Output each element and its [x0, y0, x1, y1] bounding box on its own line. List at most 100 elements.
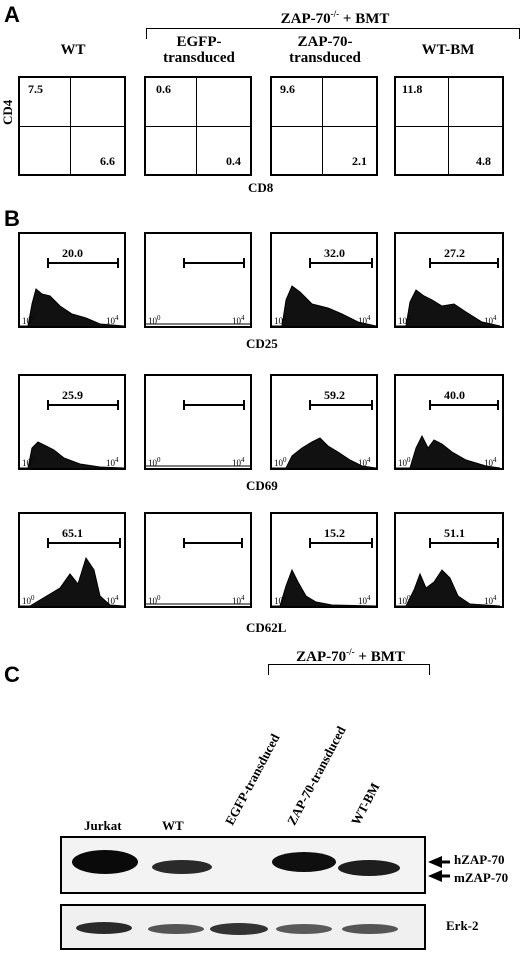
quadrant-ul-egfp: 0.6	[156, 82, 171, 96]
group-header-c: ZAP-70-/- + BMT	[268, 644, 433, 665]
histogram-trace	[20, 441, 124, 468]
tick-label-high: 104	[484, 314, 497, 326]
gate-percent: 65.1	[62, 526, 83, 540]
lane-label-egfp: EGFP-transduced	[221, 731, 283, 828]
dotplot-zap70: 9.6 2.1	[270, 76, 378, 176]
gate-marker	[429, 400, 499, 410]
tick-label-low: 100	[274, 594, 287, 606]
histogram-trace	[272, 285, 376, 326]
histogram-curve	[272, 568, 376, 606]
dotplot-egfp: 0.6 0.4	[144, 76, 252, 176]
quadrant-lr-wt: 6.6	[100, 154, 115, 168]
marker-label-cd62l: CD62L	[246, 620, 287, 635]
quadrant-ul-zap70: 9.6	[280, 82, 295, 96]
tick-label-high: 104	[484, 456, 497, 468]
tick-label-high: 104	[232, 456, 245, 468]
band-jurkat-hzap70	[72, 850, 138, 874]
gate-marker	[183, 400, 245, 410]
histogram-cd69-4: 40.0 100 104	[394, 374, 504, 470]
col-header-egfp: EGFP- transduced	[144, 34, 254, 66]
histogram-cd62l-2: 100 104	[144, 512, 252, 608]
gate-percent: 25.9	[62, 388, 83, 402]
gate-marker	[47, 538, 121, 548]
tick-label-low: 100	[274, 314, 287, 326]
gate-percent: 51.1	[444, 526, 465, 540]
histogram-curve	[20, 288, 124, 326]
lane-label-wtbm: WT-BM	[347, 780, 383, 828]
group-header-a: ZAP-70-/- + BMT	[235, 6, 435, 27]
panel-b-letter: B	[4, 206, 20, 231]
band-wt-mzap70	[152, 860, 212, 874]
gate-marker	[183, 538, 243, 548]
group-header-a-suffix: + BMT	[339, 11, 390, 27]
histogram-cd69-2: 100 104	[144, 374, 252, 470]
group-header-c-name: ZAP-70	[296, 649, 347, 665]
group-header-a-sup: -/-	[330, 9, 340, 19]
dotplot-wt: 7.5 6.6	[18, 76, 126, 176]
band-egfp-erk2	[210, 923, 268, 935]
lane-label-zap70: ZAP-70-transduced	[283, 723, 349, 828]
gate-marker	[309, 538, 373, 548]
marker-label-cd69: CD69	[246, 478, 278, 493]
tick-label-high: 104	[232, 594, 245, 606]
gate-percent: 15.2	[324, 526, 345, 540]
histogram-trace	[396, 569, 501, 606]
panel-c-letter: C	[4, 662, 20, 687]
histogram-trace	[146, 323, 250, 325]
western-blot-erk2	[60, 904, 426, 950]
gate-marker	[183, 258, 245, 268]
tick-label-low: 100	[148, 314, 161, 326]
col-header-zap70-line2: transduced	[289, 50, 361, 66]
gate-percent: 32.0	[324, 246, 345, 260]
tick-label-low: 100	[148, 456, 161, 468]
quadrant-lr-wtbm: 4.8	[476, 154, 491, 168]
histogram-trace	[272, 437, 376, 468]
col-header-zap70-line1: ZAP-70-	[297, 34, 353, 50]
quadrant-ul-wtbm: 11.8	[402, 82, 423, 96]
histogram-curve	[20, 556, 124, 606]
tick-label-low: 100	[22, 594, 35, 606]
histogram-trace	[396, 434, 501, 468]
histogram-cd25-4: 27.2 100 104	[394, 232, 504, 328]
western-blot-zap70	[60, 836, 426, 894]
histogram-cd69-3: 59.2 100 104	[270, 374, 378, 470]
tick-label-low: 100	[398, 314, 411, 326]
band-label-erk2: Erk-2	[446, 918, 479, 933]
histogram-curve	[396, 434, 501, 468]
tick-label-low: 100	[22, 314, 35, 326]
tick-label-high: 104	[484, 594, 497, 606]
col-header-zap70: ZAP-70- transduced	[270, 34, 380, 66]
gate-percent: 59.2	[324, 388, 345, 402]
tick-label-high: 104	[358, 594, 371, 606]
gate-marker	[47, 400, 119, 410]
gate-percent: 40.0	[444, 388, 465, 402]
group-header-a-name: ZAP-70	[280, 11, 331, 27]
gate-marker	[47, 258, 119, 268]
histogram-trace	[146, 465, 250, 467]
lane-label-wt: WT	[162, 818, 184, 833]
tick-label-high: 104	[106, 594, 119, 606]
histogram-trace	[20, 556, 124, 606]
gate-percent: 27.2	[444, 246, 465, 260]
panel-a-letter: A	[4, 2, 20, 27]
gate-marker	[309, 258, 373, 268]
histogram-trace	[146, 603, 250, 605]
histogram-cd25-2: 100 104	[144, 232, 252, 328]
group-header-c-suffix: + BMT	[354, 649, 405, 665]
band-jurkat-erk2	[76, 922, 132, 934]
histogram-cd25-3: 32.0 100 104	[270, 232, 378, 328]
col-header-wtbm: WT-BM	[421, 42, 475, 58]
band-wtbm-erk2	[342, 924, 398, 934]
gate-percent: 20.0	[62, 246, 83, 260]
col-header-egfp-line1: EGFP-	[176, 34, 222, 50]
gate-marker	[429, 258, 499, 268]
histogram-curve	[396, 569, 501, 606]
histogram-cd62l-3: 15.2 100 104	[270, 512, 378, 608]
x-axis-label-cd8: CD8	[248, 180, 274, 195]
histogram-trace	[396, 289, 501, 326]
marker-label-cd25: CD25	[246, 336, 278, 351]
tick-label-high: 104	[232, 314, 245, 326]
col-header-wt: WT	[60, 42, 86, 58]
group-header-c-sup: -/-	[346, 647, 355, 657]
dotplot-wtbm: 11.8 4.8	[394, 76, 504, 176]
